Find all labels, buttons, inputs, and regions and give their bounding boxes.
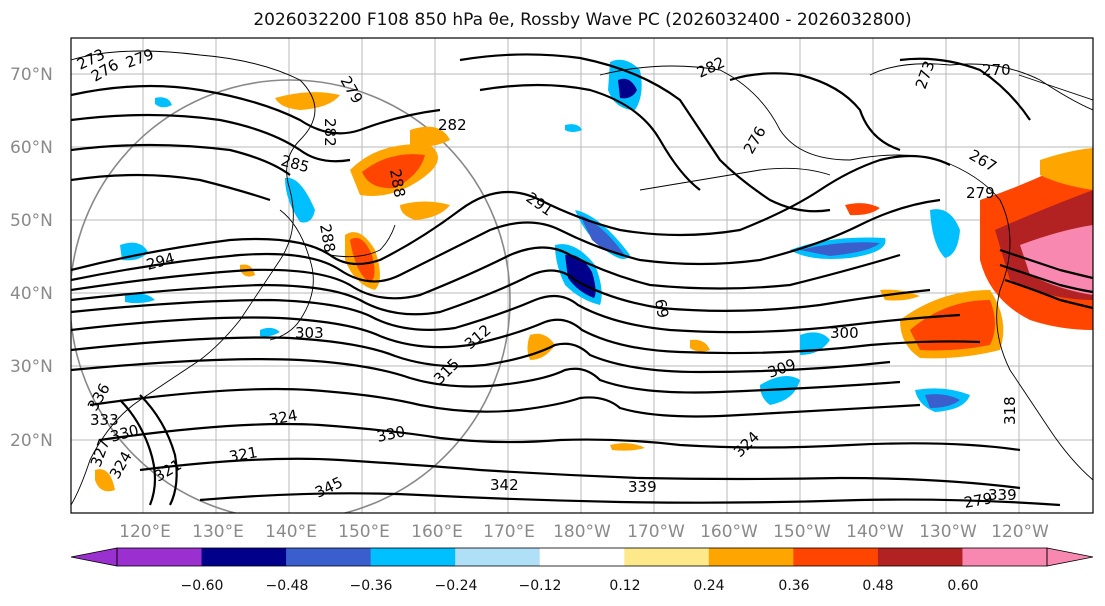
contour-label: 339 xyxy=(988,486,1017,504)
contour-label: 69 xyxy=(651,298,672,320)
colorbar-block xyxy=(370,548,456,566)
contour-label: 342 xyxy=(490,476,519,494)
colorbar-tick: 0.48 xyxy=(862,578,893,594)
colorbar-block xyxy=(539,548,625,566)
contour-label: 270 xyxy=(982,61,1011,79)
contour-label: 330 xyxy=(375,422,407,446)
contour-label: 282 xyxy=(438,116,467,134)
colorbar-tick: 0.60 xyxy=(947,578,978,594)
contour-label: 288 xyxy=(316,223,339,254)
colorbar-tick: −0.12 xyxy=(519,578,562,594)
contour-label: 318 xyxy=(1001,396,1019,425)
lon-label-170w: 170°W xyxy=(627,522,685,542)
lon-label-130w: 130°W xyxy=(919,522,977,542)
map-frame xyxy=(70,37,1094,514)
range-ring xyxy=(71,79,511,513)
contour-label: 303 xyxy=(295,324,324,342)
lon-label-120e: 120°E xyxy=(119,522,171,542)
colorbar-block xyxy=(708,548,794,566)
longitude-labels: 120°E 130°E 140°E 150°E 160°E 170°E 180°… xyxy=(119,522,1049,542)
contour-label: 288 xyxy=(386,168,409,199)
contour-label: 321 xyxy=(228,443,259,466)
colorbar-tick: −0.24 xyxy=(435,578,478,594)
colorbar-block xyxy=(455,548,541,566)
lon-label-120w: 120°W xyxy=(991,522,1049,542)
lon-label-140w: 140°W xyxy=(846,522,904,542)
lat-label-40n: 40°N xyxy=(10,284,53,304)
lat-label-30n: 30°N xyxy=(10,357,53,377)
latitude-labels: 70°N 60°N 50°N 40°N 30°N 20°N xyxy=(10,65,53,451)
contour-label: 339 xyxy=(628,478,657,496)
colorbar-block xyxy=(962,548,1048,566)
lat-label-50n: 50°N xyxy=(10,211,53,231)
colorbar-tick: 0.24 xyxy=(693,578,724,594)
negative-anomaly-shading xyxy=(120,59,970,412)
colorbar-tick: 0.36 xyxy=(778,578,809,594)
colorbar-block xyxy=(877,548,963,566)
lat-label-60n: 60°N xyxy=(10,138,53,158)
theta-e-contours xyxy=(71,53,1093,507)
coastlines xyxy=(71,50,1093,506)
colorbar-tick: −0.36 xyxy=(350,578,393,594)
colorbar-ticks: −0.60 −0.48 −0.36 −0.24 −0.12 0.12 0.24 … xyxy=(181,578,979,594)
contour-label: 300 xyxy=(830,324,859,342)
lon-label-180w: 180°W xyxy=(553,522,611,542)
colorbar-tick: −0.60 xyxy=(181,578,224,594)
colorbar-block xyxy=(793,548,879,566)
colorbar-tick: −0.48 xyxy=(266,578,309,594)
contour-label: 333 xyxy=(90,411,119,429)
lon-label-150w: 150°W xyxy=(773,522,831,542)
colorbar-blocks xyxy=(117,548,1048,566)
lon-label-140e: 140°E xyxy=(265,522,317,542)
contour-label: 279 xyxy=(963,489,994,512)
lon-label-160e: 160°E xyxy=(411,522,463,542)
colorbar-block xyxy=(117,548,203,566)
colorbar-block xyxy=(624,548,710,566)
lon-label-150e: 150°E xyxy=(338,522,390,542)
colorbar-tick: 0.12 xyxy=(609,578,640,594)
colorbar-block xyxy=(201,548,287,566)
contour-label: 279 xyxy=(966,184,995,202)
map-title: 2026032200 F108 850 hPa θe, Rossby Wave … xyxy=(253,10,912,30)
colorbar-extend-left xyxy=(71,548,117,566)
contour-label: 282 xyxy=(321,118,339,147)
lat-label-20n: 20°N xyxy=(10,431,53,451)
lon-label-160w: 160°W xyxy=(700,522,758,542)
colorbar-block xyxy=(286,548,372,566)
lon-label-170e: 170°E xyxy=(483,522,535,542)
colorbar: −0.60 −0.48 −0.36 −0.24 −0.12 0.12 0.24 … xyxy=(70,547,1094,594)
colorbar-extend-right xyxy=(1047,548,1093,566)
contour-label: 324 xyxy=(268,406,299,429)
lat-label-70n: 70°N xyxy=(10,65,53,85)
lon-label-130e: 130°E xyxy=(192,522,244,542)
